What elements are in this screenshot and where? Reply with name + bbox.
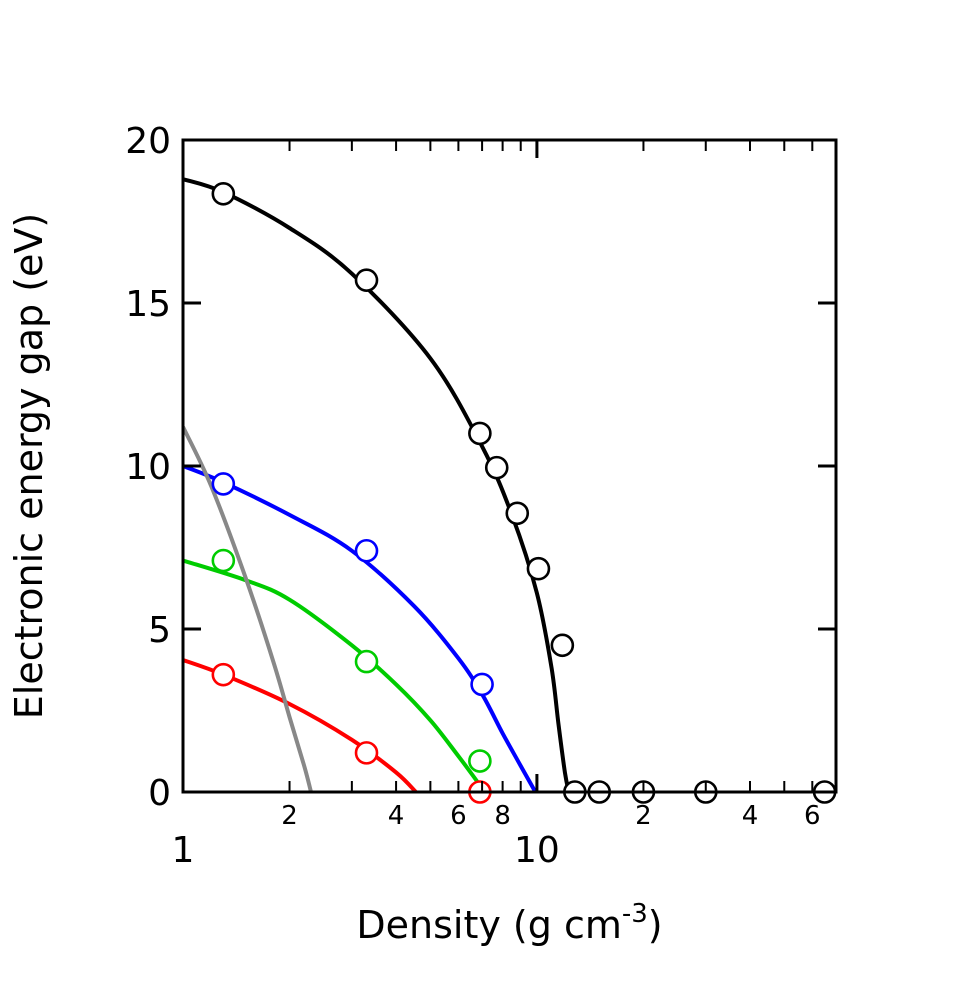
y-tick-label: 0 [148, 773, 171, 814]
x-minor-tick-label: 6 [804, 801, 821, 831]
y-tick-label: 15 [125, 284, 171, 325]
series-4-curve [183, 426, 313, 792]
series-2-point [354, 649, 379, 674]
x-minor-tick-label: 4 [742, 801, 759, 831]
series-0-point [484, 455, 509, 480]
series-0-point [505, 501, 530, 526]
series-0-point [468, 421, 492, 446]
series-3-point [354, 741, 379, 765]
series-0-point [550, 633, 575, 658]
x-axis-title: Density (g cm-3) [356, 899, 662, 947]
x-major-tick-label: 10 [514, 830, 560, 871]
series-0-curve [183, 177, 571, 792]
series-3-point [211, 662, 236, 687]
x-minor-tick-label: 2 [635, 801, 652, 831]
x-minor-tick-label: 6 [450, 801, 467, 831]
y-tick-label: 10 [125, 447, 171, 488]
series-1-curve [183, 464, 538, 792]
series-2-point [211, 548, 236, 573]
x-minor-tick-label: 8 [494, 801, 511, 831]
series-2-point [468, 749, 492, 773]
y-axis-title: Electronic energy gap (eV) [7, 213, 51, 720]
series-1-point [470, 672, 494, 697]
series-0-point [354, 268, 379, 292]
y-tick-label: 20 [125, 121, 171, 162]
x-minor-tick-label: 4 [388, 801, 405, 831]
series-0-point [211, 181, 236, 206]
curves-layer [183, 177, 571, 792]
ticks-layer [181, 138, 837, 794]
series-2-curve [183, 558, 486, 792]
series-0-point [526, 556, 551, 581]
y-tick-label: 5 [148, 610, 171, 651]
series-1-point [211, 472, 236, 496]
series-1-point [354, 538, 379, 563]
x-major-tick-label: 1 [172, 830, 195, 871]
points-layer [211, 181, 837, 804]
x-minor-tick-label: 2 [281, 801, 298, 831]
